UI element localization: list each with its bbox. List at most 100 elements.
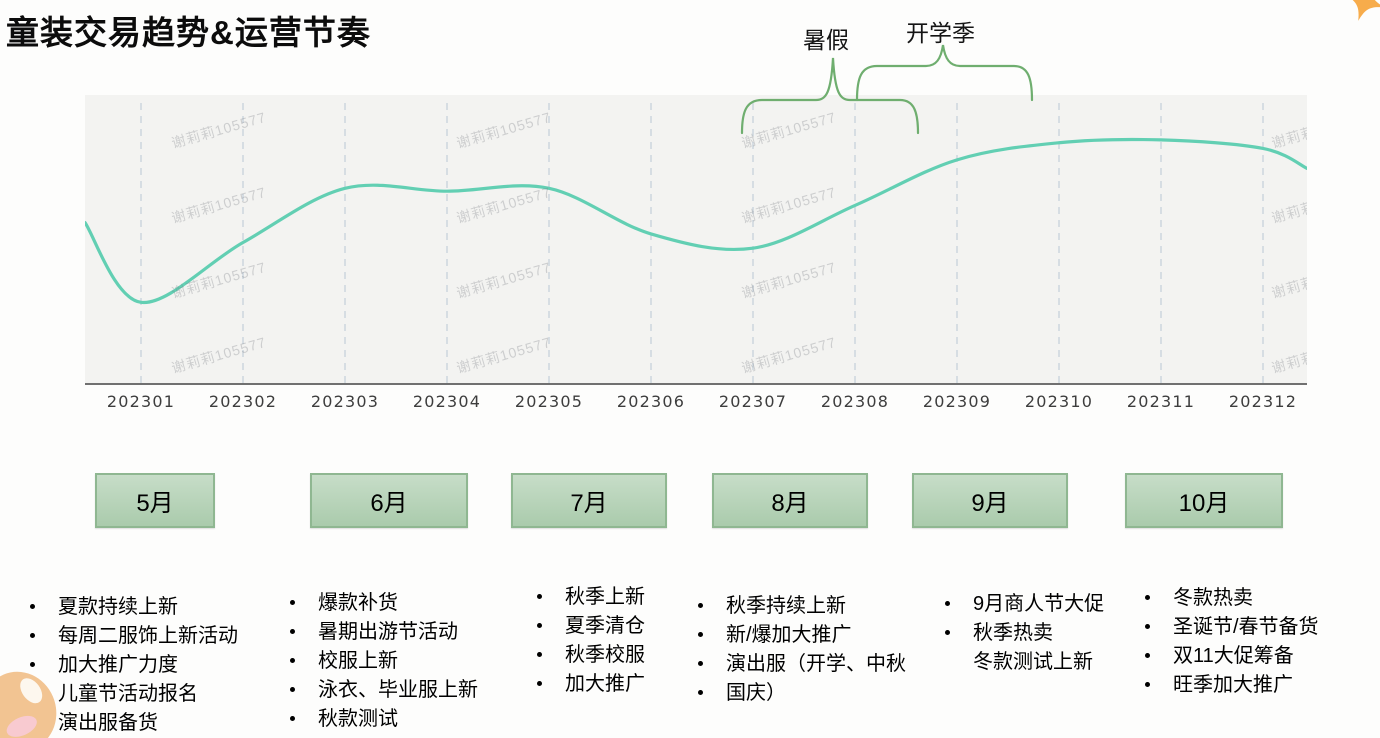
trend-line-chart-svg: [85, 103, 1307, 383]
task-text: 夏款持续上新: [58, 596, 178, 618]
task-text: 秋季上新: [565, 586, 645, 608]
task-text: 旺季加大推广: [1173, 674, 1293, 696]
task-list-item: 双11大促筹备: [1145, 642, 1319, 671]
mascot-decoration-icon: [0, 671, 57, 738]
trend-line: [85, 137, 1307, 304]
bullet-icon: [290, 687, 295, 692]
task-list-item: 夏季清仓: [537, 612, 645, 641]
task-text: 国庆）: [726, 682, 786, 704]
bullet-icon: [1145, 595, 1150, 600]
month-label: 10月: [1178, 490, 1230, 517]
task-list-item: 校服上新: [290, 647, 478, 676]
bullet-icon: [945, 601, 950, 606]
bullet-icon: [537, 623, 542, 628]
x-axis-tick-label: 202301: [106, 392, 176, 411]
x-axis-tick-label: 202304: [412, 392, 482, 411]
bullet-icon: [30, 604, 35, 609]
task-list-item: 旺季加大推广: [1145, 671, 1319, 700]
task-text: 双11大促筹备: [1173, 645, 1294, 667]
x-axis-tick-label: 202312: [1228, 392, 1298, 411]
bullet-icon: [698, 603, 703, 608]
task-list-item: 冬款热卖: [1145, 584, 1319, 613]
task-text: 加大推广: [565, 673, 645, 695]
bullet-icon: [698, 632, 703, 637]
month-box: 7月: [511, 473, 667, 528]
summer-vacation-label: 暑假: [803, 27, 849, 53]
x-axis-tick-label: 202309: [922, 392, 992, 411]
x-axis-tick-label: 202302: [208, 392, 278, 411]
task-text: 泳衣、毕业服上新: [318, 679, 478, 701]
bullet-icon: [290, 658, 295, 663]
school-season-label: 开学季: [906, 20, 975, 46]
task-text: 加大推广力度: [58, 654, 178, 676]
x-axis-tick-label: 202308: [820, 392, 890, 411]
task-text: 夏季清仓: [565, 615, 645, 637]
month-label: 9月: [971, 490, 1009, 517]
school-brace: [855, 44, 1034, 102]
month-box: 10月: [1125, 473, 1283, 528]
task-text: 冬款热卖: [1173, 587, 1253, 609]
month-task-list: 秋季持续上新 新/爆加大推广 演出服（开学、中秋 国庆）: [698, 592, 906, 708]
x-axis-tick-label: 202311: [1126, 392, 1196, 411]
month-label: 5月: [136, 490, 174, 517]
month-box: 9月: [912, 473, 1068, 528]
month-box: 8月: [712, 473, 868, 528]
task-list-item: 冬款测试上新: [945, 648, 1104, 677]
trend-chart: 谢莉莉105577 谢莉莉105577 谢莉莉105577 谢莉莉105577 谢莉莉1…: [85, 95, 1307, 385]
x-axis-tick-label: 202307: [718, 392, 788, 411]
task-list-item: 加大推广力度: [30, 651, 238, 680]
task-text: 演出服备货: [58, 712, 158, 734]
x-axis-labels: 202301 202302 202303 202304 202305 202306 2023…: [85, 392, 1307, 416]
x-axis-tick-label: 202303: [310, 392, 380, 411]
x-axis-tick-label: 202305: [514, 392, 584, 411]
bullet-icon: [1145, 653, 1150, 658]
bullet-icon: [290, 600, 295, 605]
task-text: 演出服（开学、中秋: [726, 653, 906, 675]
task-text: 秋款测试: [318, 708, 398, 730]
task-list-item: 泳衣、毕业服上新: [290, 676, 478, 705]
bullet-icon: [290, 716, 295, 721]
summer-brace: [740, 57, 920, 135]
annotation-braces: [740, 44, 1034, 135]
task-list-item: 新/爆加大推广: [698, 621, 906, 650]
month-label: 8月: [771, 490, 809, 517]
task-text: 爆款补货: [318, 592, 398, 614]
task-text: 每周二服饰上新活动: [58, 625, 238, 647]
bullet-icon: [1145, 624, 1150, 629]
task-text: 校服上新: [318, 650, 398, 672]
task-list-item: 秋季校服: [537, 641, 645, 670]
task-list-item: 暑期出游节活动: [290, 618, 478, 647]
task-list-item: 每周二服饰上新活动: [30, 622, 238, 651]
task-list-item: 秋季持续上新: [698, 592, 906, 621]
task-text: 秋季校服: [565, 644, 645, 666]
task-list-item: 加大推广: [537, 670, 645, 699]
task-list-item: 爆款补货: [290, 589, 478, 618]
bullet-icon: [30, 633, 35, 638]
task-list-item: 夏款持续上新: [30, 593, 238, 622]
page-title: 童装交易趋势&运营节奏: [6, 14, 371, 51]
month-task-list: 爆款补货 暑期出游节活动 校服上新 泳衣、毕业服上新 秋款测试: [290, 589, 478, 734]
bullet-icon: [698, 661, 703, 666]
task-list-item: 秋季热卖: [945, 619, 1104, 648]
task-text: 秋季热卖: [973, 622, 1053, 644]
task-text: 新/爆加大推广: [726, 624, 852, 646]
month-label: 6月: [370, 490, 408, 517]
task-text: 冬款测试上新: [973, 651, 1093, 673]
x-axis-tick-label: 202306: [616, 392, 686, 411]
task-list-item: 9月商人节大促: [945, 590, 1104, 619]
bullet-icon: [537, 681, 542, 686]
task-list-item: 圣诞节/春节备货: [1145, 613, 1319, 642]
bullet-icon: [30, 662, 35, 667]
bullet-icon: [698, 690, 703, 695]
bullet-icon: [945, 630, 950, 635]
month-box: 5月: [95, 473, 215, 528]
task-list-item: 演出服（开学、中秋: [698, 650, 906, 679]
task-text: 9月商人节大促: [973, 593, 1105, 615]
bullet-icon: [537, 594, 542, 599]
task-text: 秋季持续上新: [726, 595, 846, 617]
bullet-icon: [290, 629, 295, 634]
task-list-item: 国庆）: [698, 679, 906, 708]
month-task-list: 冬款热卖 圣诞节/春节备货 双11大促筹备 旺季加大推广: [1145, 584, 1319, 700]
bullet-icon: [1145, 682, 1150, 687]
